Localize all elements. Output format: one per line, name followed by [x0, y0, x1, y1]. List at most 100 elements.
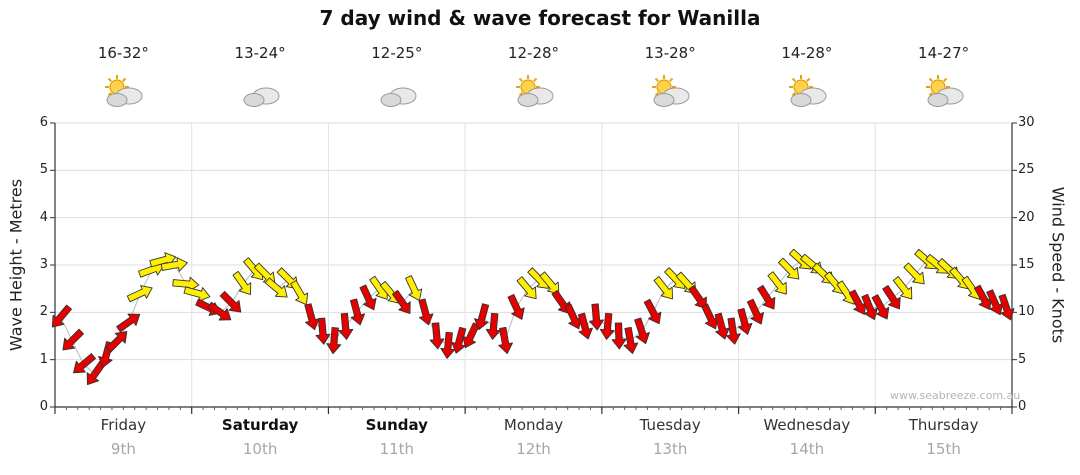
date-label: 12th — [516, 440, 551, 458]
sun-cloud-icon — [788, 75, 827, 107]
wind-arrow — [688, 285, 707, 310]
wind-arrow — [998, 293, 1015, 321]
y-left-tick-label: 2 — [39, 304, 48, 320]
temp-range-label: 13-28° — [644, 44, 696, 62]
cloud-icon — [243, 87, 280, 107]
weather-icon — [921, 74, 967, 114]
wind-arrow — [861, 293, 878, 321]
wind-arrow — [232, 270, 252, 295]
chart-title: 7 day wind & wave forecast for Wanilla — [319, 6, 761, 30]
wind-arrow — [634, 317, 650, 345]
wind-arrow — [623, 326, 639, 354]
date-label: 13th — [652, 440, 688, 458]
wind-arrow — [871, 294, 890, 320]
wind-arrow — [359, 284, 377, 311]
watermark: www.seabreeze.com.au — [890, 389, 1021, 402]
wind-arrow — [315, 317, 331, 345]
wind-arrow — [882, 285, 901, 310]
weather-icon — [100, 74, 146, 114]
temp-range-label: 16-32° — [97, 44, 149, 62]
weather-icon — [511, 74, 557, 114]
day-name-label: Monday — [503, 416, 564, 434]
wind-arrow — [474, 303, 490, 331]
temp-range-label: 13-24° — [234, 44, 286, 62]
wind-arrow — [290, 280, 309, 306]
y-left-tick-label: 6 — [39, 115, 48, 130]
date-label: 11th — [379, 440, 415, 458]
sun-cloud-icon — [515, 75, 553, 107]
temp-range-label: 14-28° — [781, 44, 833, 62]
wind-arrow — [207, 301, 232, 321]
wind-arrow — [643, 298, 662, 325]
wind-arrow — [429, 322, 445, 350]
weather-icon — [237, 74, 283, 114]
day-name-label: Thursday — [908, 416, 979, 434]
y-left-tick-label: 4 — [39, 209, 48, 225]
weather-icon — [374, 74, 420, 114]
wind-arrow — [892, 276, 913, 300]
sun-cloud-icon — [652, 75, 690, 107]
wind-arrow — [714, 312, 730, 340]
wind-arrow — [507, 294, 525, 320]
wind-arrow — [757, 284, 776, 310]
wind-arrow — [418, 298, 434, 326]
y-right-tick-label: 25 — [1018, 162, 1035, 178]
wind-arrow — [304, 303, 320, 331]
wind-arrow — [611, 322, 627, 350]
day-name-label: Sunday — [365, 416, 428, 434]
wind-arrow — [726, 317, 741, 345]
wind-arrow — [349, 298, 366, 326]
wind-arrow — [589, 303, 604, 331]
wind-arrow — [746, 298, 764, 325]
wind-arrow — [126, 285, 153, 303]
wind-arrow — [105, 331, 128, 353]
wind-arrow — [778, 257, 800, 280]
temp-range-label: 12-28° — [507, 44, 560, 62]
wind-arrow — [391, 289, 411, 314]
wind-arrow — [737, 307, 753, 335]
y-right-tick-label: 0 — [1018, 399, 1027, 414]
day-name-label: Friday — [100, 416, 147, 434]
day-name-label: Tuesday — [639, 416, 701, 434]
temp-range-label: 14-27° — [918, 44, 970, 62]
weather-icon — [784, 74, 830, 114]
wind-arrow — [219, 290, 242, 313]
date-label: 10th — [242, 440, 278, 458]
cloud-icon — [380, 87, 417, 107]
sun-cloud-icon — [925, 75, 964, 107]
wind-arrow — [767, 271, 787, 295]
y-left-tick-label: 5 — [39, 162, 48, 178]
y-left-tick-label: 0 — [39, 399, 48, 414]
y-right-tick-label: 5 — [1018, 351, 1027, 367]
date-label: 9th — [110, 440, 136, 458]
y-left-tick-label: 1 — [39, 351, 48, 367]
day-name-label: Wednesday — [763, 416, 851, 434]
wind-arrow — [116, 313, 141, 333]
wind-arrow — [405, 275, 423, 301]
wind-arrow — [326, 327, 342, 355]
y-right-tick-label: 30 — [1018, 115, 1035, 130]
day-name-label: Saturday — [221, 416, 299, 434]
weather-icon — [647, 74, 693, 114]
date-label: 14th — [789, 440, 825, 458]
wind-arrow — [160, 257, 188, 272]
wind-arrow — [599, 312, 615, 340]
date-label: 15th — [926, 440, 961, 458]
wind-arrow — [577, 312, 593, 340]
wind-arrow — [338, 312, 354, 340]
wind-arrow — [51, 304, 72, 328]
wind-arrow — [73, 353, 96, 374]
wind-arrow — [264, 277, 288, 298]
wind-arrow — [539, 271, 560, 295]
wind-arrow — [653, 276, 673, 300]
y-left-tick-label: 3 — [39, 257, 48, 272]
temp-range-label: 12-25° — [371, 44, 423, 62]
wind-arrow — [903, 262, 925, 285]
wind-arrow — [516, 276, 537, 300]
wind-arrow — [62, 328, 85, 351]
wind-arrow — [498, 326, 513, 354]
wind-arrow — [485, 312, 501, 340]
y-right-tick-label: 15 — [1018, 257, 1035, 272]
